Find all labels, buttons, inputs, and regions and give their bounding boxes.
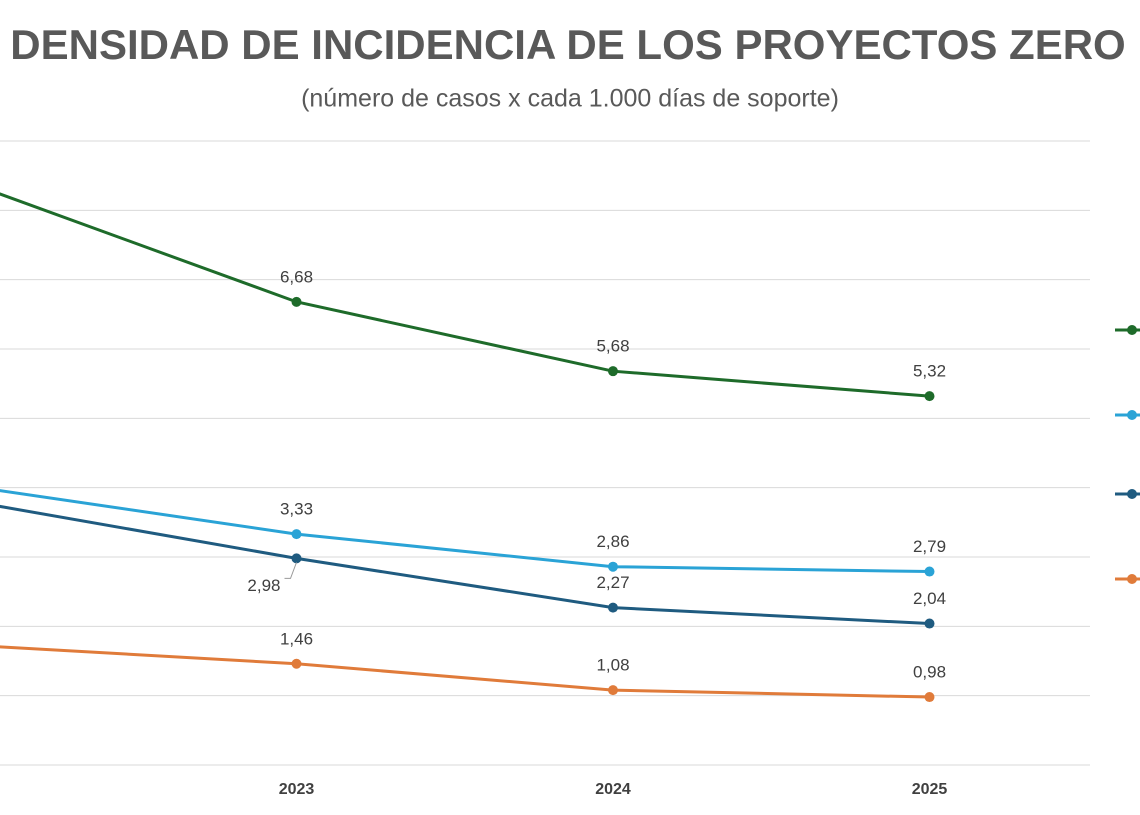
legend-marker <box>1127 574 1137 584</box>
data-point <box>291 296 302 307</box>
data-label: 2,27 <box>596 573 629 592</box>
series-line <box>0 504 930 626</box>
data-point <box>924 566 935 577</box>
data-label: 2,04 <box>913 589 946 608</box>
data-point <box>608 685 618 696</box>
data-point <box>608 602 618 613</box>
data-point <box>291 529 302 540</box>
x-tick-label: 2025 <box>912 781 948 798</box>
series-line <box>0 645 930 699</box>
data-point <box>608 366 618 377</box>
x-tick-label: 2024 <box>595 781 631 798</box>
data-point <box>924 391 935 402</box>
data-point <box>291 658 302 669</box>
leader-line <box>284 562 297 579</box>
chart-subtitle: (número de casos x cada 1.000 días de so… <box>301 85 839 113</box>
series-line <box>0 489 930 574</box>
data-label: 2,98 <box>247 576 280 595</box>
data-label: 5,32 <box>913 362 946 381</box>
data-label: 6,68 <box>280 267 313 286</box>
x-tick-label: 2023 <box>279 781 315 798</box>
data-label: 0,98 <box>913 663 946 682</box>
legend-marker <box>1127 410 1137 420</box>
data-label: 1,08 <box>596 656 629 675</box>
data-label: 3,33 <box>280 500 313 519</box>
chart-title: DENSIDAD DE INCIDENCIA DE LOS PROYECTOS … <box>10 21 1125 68</box>
data-label: 5,68 <box>596 337 629 356</box>
data-label: 1,46 <box>280 629 313 648</box>
data-label: 2,86 <box>596 532 629 551</box>
series-line <box>0 192 930 398</box>
data-label: 2,79 <box>913 537 946 556</box>
legend-marker <box>1127 325 1137 335</box>
legend-marker <box>1127 489 1137 499</box>
data-point <box>924 618 935 629</box>
data-point <box>924 692 935 703</box>
data-point <box>608 561 618 572</box>
data-point <box>291 553 302 564</box>
